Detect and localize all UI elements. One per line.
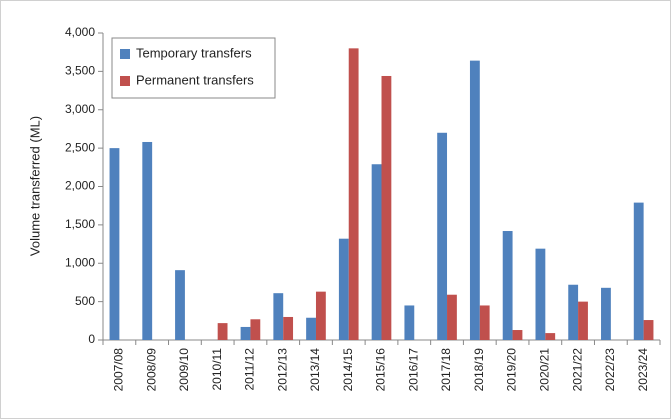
bar [545,333,556,340]
bar [109,148,120,340]
bar [437,132,448,340]
bar [381,75,392,340]
bar [535,248,546,340]
bar [306,317,316,340]
bar [273,293,284,340]
bar [502,231,513,340]
bar [578,301,588,340]
bar [240,326,251,340]
y-tick-label: 3,000 [65,102,95,116]
y-tick-label: 3,500 [65,64,95,78]
bar [315,291,326,340]
x-tick-label: 2023/24 [636,348,650,392]
y-axis-label: Volume transferred (ML) [27,116,42,256]
x-tick-label: 2010/11 [210,348,224,391]
x-tick-label: 2009/10 [177,348,191,392]
x-tick-label: 2015/16 [374,348,388,392]
bar [283,316,294,340]
x-tick-label: 2008/09 [144,348,158,392]
legend-swatch [120,76,130,86]
bar [338,238,349,340]
bar [447,294,457,340]
x-tick-label: 2007/08 [112,348,126,392]
x-tick-label: 2021/22 [570,348,584,392]
legend-label: Temporary transfers [136,45,252,60]
bar [217,323,228,340]
bar [633,202,644,340]
legend-label: Permanent transfers [136,72,254,87]
x-tick-label: 2019/20 [505,348,519,392]
bar [643,320,654,340]
x-tick-label: 2020/21 [537,348,551,392]
x-tick-label: 2012/13 [275,348,289,392]
y-tick-label: 1,500 [65,217,95,231]
y-tick-label: 0 [88,332,95,346]
bar [469,60,480,340]
bar [250,319,261,340]
x-tick-label: 2016/17 [406,348,420,392]
x-tick-label: 2013/14 [308,348,322,392]
x-tick-label: 2018/19 [472,348,486,392]
y-tick-label: 500 [75,294,95,308]
y-tick-label: 2,500 [65,140,95,154]
bar [348,48,359,340]
bar [479,305,490,340]
bar [175,270,185,340]
bar [512,330,523,340]
bar [371,164,382,340]
y-tick-label: 2,000 [65,179,95,193]
x-tick-label: 2011/12 [243,348,257,391]
bar [404,305,415,340]
bar [142,141,153,340]
x-tick-label: 2017/18 [439,348,453,392]
legend-box [111,37,276,99]
bar [568,284,579,340]
x-tick-label: 2022/23 [603,348,617,392]
y-tick-label: 4,000 [65,25,95,39]
y-tick-label: 1,000 [65,255,95,269]
legend-swatch [120,49,130,59]
x-tick-label: 2014/15 [341,348,355,392]
bar [601,287,611,340]
